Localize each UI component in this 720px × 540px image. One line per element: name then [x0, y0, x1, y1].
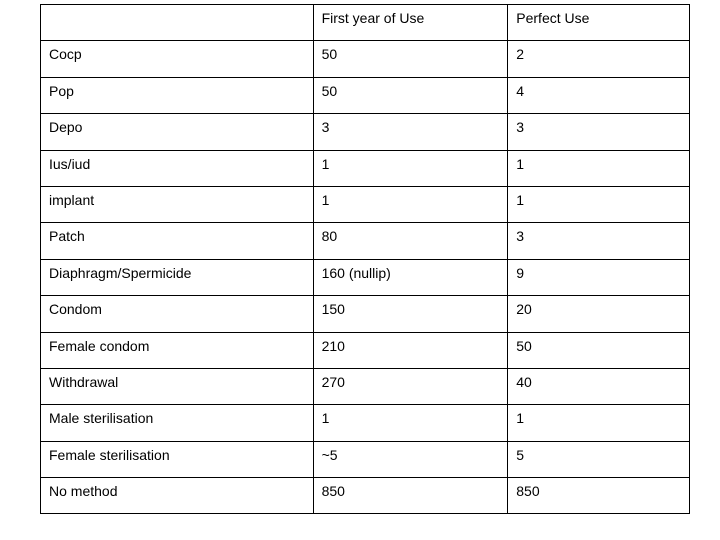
table-row: Male sterilisation 1 1 [41, 405, 690, 441]
cell-first-year: ~5 [313, 441, 508, 477]
cell-first-year: 1 [313, 150, 508, 186]
cell-perfect: 850 [508, 478, 690, 514]
cell-first-year: 160 (nullip) [313, 259, 508, 295]
table-header-row: First year of Use Perfect Use [41, 5, 690, 41]
cell-perfect: 40 [508, 368, 690, 404]
col-header-method [41, 5, 314, 41]
contraception-table: First year of Use Perfect Use Cocp 50 2 … [40, 4, 690, 514]
cell-perfect: 50 [508, 332, 690, 368]
cell-perfect: 1 [508, 186, 690, 222]
table-row: No method 850 850 [41, 478, 690, 514]
table-row: Female sterilisation ~5 5 [41, 441, 690, 477]
cell-perfect: 1 [508, 150, 690, 186]
cell-first-year: 150 [313, 296, 508, 332]
cell-method: Withdrawal [41, 368, 314, 404]
cell-method: No method [41, 478, 314, 514]
cell-method: Diaphragm/Spermicide [41, 259, 314, 295]
cell-first-year: 50 [313, 77, 508, 113]
cell-perfect: 3 [508, 114, 690, 150]
cell-first-year: 50 [313, 41, 508, 77]
table-row: Depo 3 3 [41, 114, 690, 150]
col-header-first-year: First year of Use [313, 5, 508, 41]
table-row: Cocp 50 2 [41, 41, 690, 77]
cell-method: Ius/iud [41, 150, 314, 186]
cell-perfect: 5 [508, 441, 690, 477]
cell-first-year: 1 [313, 186, 508, 222]
cell-first-year: 80 [313, 223, 508, 259]
table-row: Patch 80 3 [41, 223, 690, 259]
cell-perfect: 4 [508, 77, 690, 113]
cell-method: Pop [41, 77, 314, 113]
cell-perfect: 2 [508, 41, 690, 77]
table-row: Female condom 210 50 [41, 332, 690, 368]
cell-perfect: 1 [508, 405, 690, 441]
table-row: Pop 50 4 [41, 77, 690, 113]
col-header-perfect: Perfect Use [508, 5, 690, 41]
cell-first-year: 3 [313, 114, 508, 150]
cell-method: Depo [41, 114, 314, 150]
cell-first-year: 210 [313, 332, 508, 368]
cell-perfect: 20 [508, 296, 690, 332]
cell-method: Male sterilisation [41, 405, 314, 441]
table-row: Withdrawal 270 40 [41, 368, 690, 404]
cell-first-year: 1 [313, 405, 508, 441]
table-row: Ius/iud 1 1 [41, 150, 690, 186]
cell-perfect: 3 [508, 223, 690, 259]
table-row: Diaphragm/Spermicide 160 (nullip) 9 [41, 259, 690, 295]
cell-method: Female sterilisation [41, 441, 314, 477]
cell-method: Female condom [41, 332, 314, 368]
cell-perfect: 9 [508, 259, 690, 295]
cell-first-year: 270 [313, 368, 508, 404]
cell-method: Patch [41, 223, 314, 259]
cell-method: Condom [41, 296, 314, 332]
cell-method: implant [41, 186, 314, 222]
table-row: Condom 150 20 [41, 296, 690, 332]
table-container: First year of Use Perfect Use Cocp 50 2 … [0, 0, 720, 518]
cell-first-year: 850 [313, 478, 508, 514]
cell-method: Cocp [41, 41, 314, 77]
table-row: implant 1 1 [41, 186, 690, 222]
